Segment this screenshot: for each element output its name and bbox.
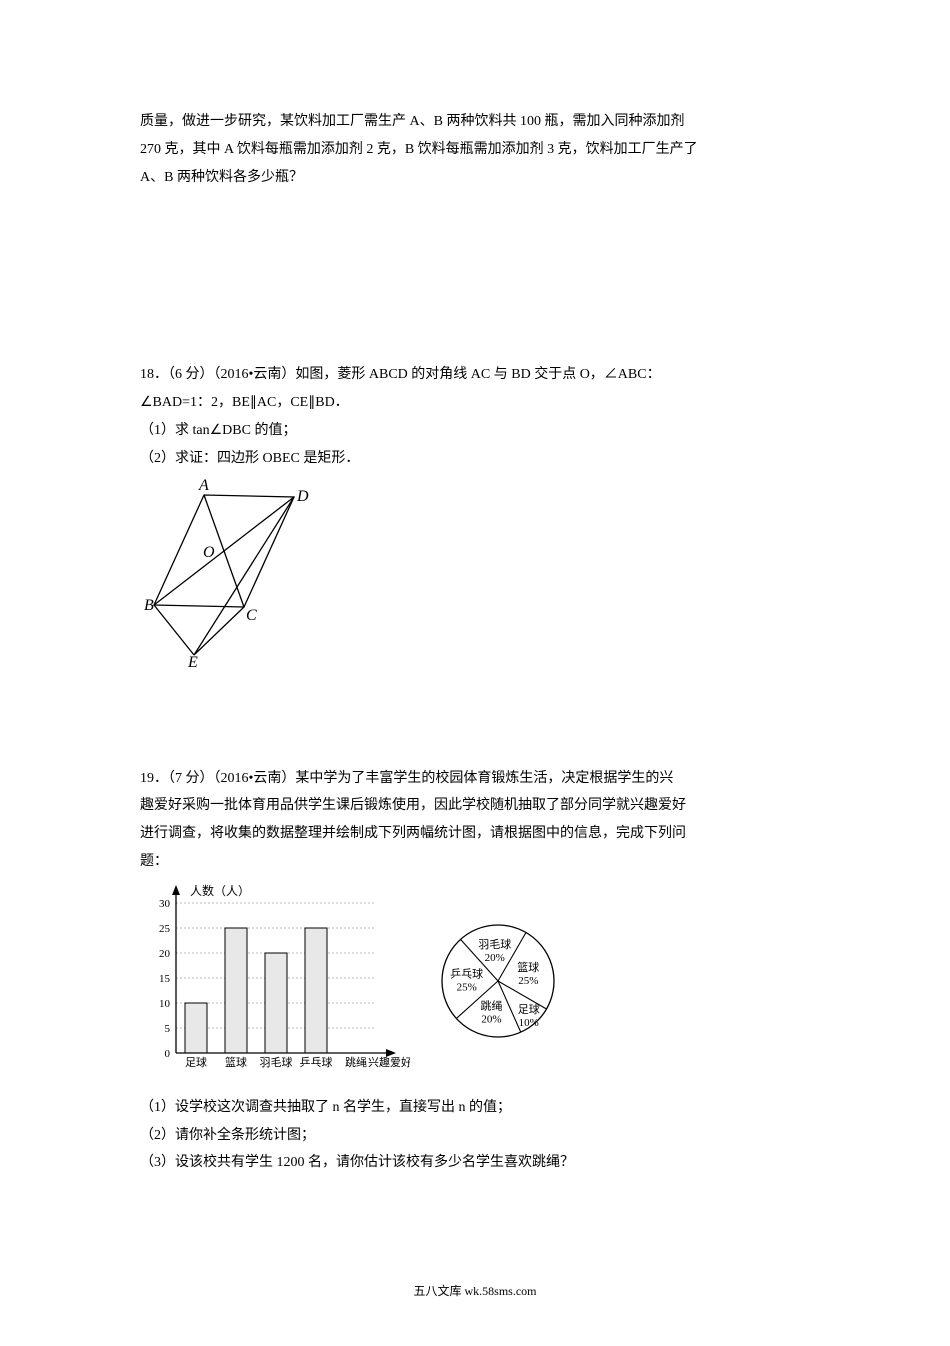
svg-text:跳绳: 跳绳 (480, 998, 502, 1012)
svg-text:25%: 25% (518, 975, 538, 987)
svg-text:20%: 20% (485, 952, 505, 964)
svg-text:15: 15 (159, 973, 171, 985)
svg-text:10%: 10% (519, 1017, 539, 1029)
svg-text:30: 30 (159, 898, 171, 910)
svg-text:篮球: 篮球 (225, 1055, 247, 1069)
p19-line3: 进行调查，将收集的数据整理并绘制成下列两幅统计图，请根据图中的信息，完成下列问 (140, 822, 820, 846)
p17-line2: 270 克，其中 A 饮料每瓶需加添加剂 2 克，B 饮料每瓶需加添加剂 3 克… (140, 138, 820, 162)
p19-q3: （3）设该校共有学生 1200 名，请你估计该校有多少名学生喜欢跳绳？ (140, 1151, 820, 1175)
svg-text:25%: 25% (457, 981, 477, 993)
svg-text:乒乓球: 乒乓球 (300, 1055, 333, 1069)
rhombus-figure: A D B C E O (144, 477, 820, 667)
svg-text:人数（人）: 人数（人） (190, 883, 250, 898)
rhombus-svg: A D B C E O (144, 477, 319, 667)
bar-chart: 人数（人） 0 5 10 15 20 25 30 足球 篮球羽毛球乒乓球跳绳兴趣爱好 (140, 878, 410, 1078)
p19-line1: 19．（7 分）（2016•云南）某中学为了丰富学生的校园体育锻炼生活，决定根据… (140, 767, 820, 791)
svg-text:25: 25 (159, 923, 171, 935)
svg-text:20%: 20% (481, 1013, 501, 1025)
spacer-2 (140, 667, 820, 767)
svg-text:乒乓球: 乒乓球 (450, 966, 483, 980)
svg-text:10: 10 (159, 998, 171, 1010)
svg-text:羽毛球: 羽毛球 (260, 1055, 293, 1069)
p18-line4: （2）求证：四边形 OBEC 是矩形． (140, 447, 820, 471)
p19-q2: （2）请你补全条形统计图； (140, 1124, 820, 1148)
p17-line3: A、B 两种饮料各多少瓶？ (140, 166, 820, 190)
p17-line1: 质量，做进一步研究，某饮料加工厂需生产 A、B 两种饮料共 100 瓶，需加入同… (140, 110, 820, 134)
label-B: B (144, 597, 154, 614)
svg-text:篮球: 篮球 (517, 960, 539, 974)
footer-text: 五八文库 wk.58sms.com (0, 1281, 950, 1301)
svg-text:足球: 足球 (518, 1002, 540, 1016)
label-O: O (203, 544, 215, 561)
p19-line4: 题： (140, 850, 820, 874)
spacer-1 (140, 193, 820, 363)
svg-text:羽毛球: 羽毛球 (478, 937, 511, 951)
p18-line1: 18．（6 分）（2016•云南）如图，菱形 ABCD 的对角线 AC 与 BD… (140, 363, 820, 387)
svg-text:兴趣爱好: 兴趣爱好 (368, 1055, 410, 1069)
spacer-3 (140, 1078, 820, 1096)
svg-text:跳绳: 跳绳 (345, 1055, 367, 1069)
p19-line2: 趣爱好采购一批体育用品供学生课后锻炼使用，因此学校随机抽取了部分同学就兴趣爱好 (140, 794, 820, 818)
svg-text:5: 5 (165, 1023, 171, 1035)
svg-text:20: 20 (159, 948, 171, 960)
stats-figure: 人数（人）051015202530足球篮球羽毛球乒乓球跳绳兴趣爱好 篮球25%足… (140, 878, 820, 1078)
label-D: D (296, 488, 309, 505)
p19-q1: （1）设学校这次调查共抽取了 n 名学生，直接写出 n 的值； (140, 1096, 820, 1120)
label-A: A (198, 477, 209, 494)
svg-text:足球: 足球 (185, 1055, 207, 1069)
pie-chart: 篮球25%足球10%跳绳20%乒乓球25%羽毛球20% (410, 893, 590, 1063)
label-C: C (246, 607, 257, 624)
svg-text:0: 0 (165, 1048, 171, 1060)
p18-line3: （1）求 tan∠DBC 的值； (140, 419, 820, 443)
label-E: E (187, 654, 198, 667)
p18-line2: ∠BAD=1：2，BE∥AC，CE∥BD． (140, 391, 820, 415)
